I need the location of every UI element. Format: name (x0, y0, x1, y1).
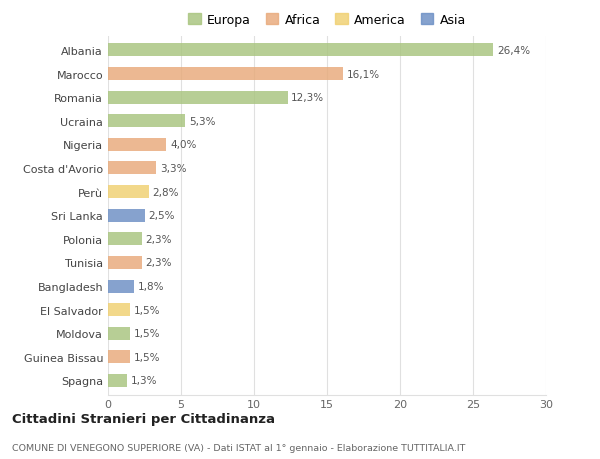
Text: Cittadini Stranieri per Cittadinanza: Cittadini Stranieri per Cittadinanza (12, 412, 275, 425)
Text: 1,3%: 1,3% (131, 375, 157, 386)
Text: 16,1%: 16,1% (347, 69, 380, 79)
Text: 3,3%: 3,3% (160, 163, 187, 174)
Text: COMUNE DI VENEGONO SUPERIORE (VA) - Dati ISTAT al 1° gennaio - Elaborazione TUTT: COMUNE DI VENEGONO SUPERIORE (VA) - Dati… (12, 443, 466, 452)
Bar (108, 186, 149, 199)
Bar (108, 233, 142, 246)
Bar (108, 162, 156, 175)
Bar (108, 45, 493, 57)
Text: 1,8%: 1,8% (138, 281, 164, 291)
Text: 1,5%: 1,5% (134, 305, 160, 315)
Text: 1,5%: 1,5% (134, 352, 160, 362)
Bar (108, 209, 145, 222)
Text: 2,3%: 2,3% (145, 258, 172, 268)
Text: 5,3%: 5,3% (189, 117, 215, 127)
Text: 4,0%: 4,0% (170, 140, 196, 150)
Text: 2,3%: 2,3% (145, 234, 172, 244)
Bar (108, 374, 127, 387)
Bar (108, 327, 130, 340)
Text: 2,8%: 2,8% (152, 187, 179, 197)
Bar (108, 68, 343, 81)
Bar (108, 115, 185, 128)
Legend: Europa, Africa, America, Asia: Europa, Africa, America, Asia (188, 14, 466, 27)
Bar (108, 351, 130, 364)
Text: 26,4%: 26,4% (497, 46, 530, 56)
Text: 2,5%: 2,5% (148, 211, 175, 221)
Bar (108, 91, 287, 105)
Bar (108, 139, 166, 151)
Bar (108, 303, 130, 316)
Text: 1,5%: 1,5% (134, 329, 160, 338)
Bar (108, 280, 134, 293)
Text: 12,3%: 12,3% (291, 93, 325, 103)
Bar (108, 257, 142, 269)
